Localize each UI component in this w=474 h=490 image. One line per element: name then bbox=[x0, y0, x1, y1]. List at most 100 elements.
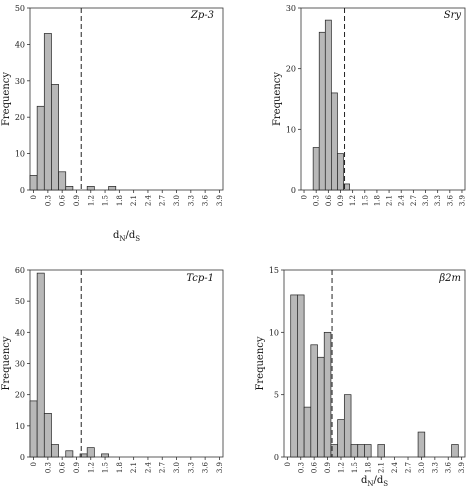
y-tick-label: 0 bbox=[291, 186, 296, 195]
histogram-bar bbox=[331, 92, 338, 191]
x-tick-label: 3.9 bbox=[458, 195, 466, 206]
y-tick-label: 20 bbox=[15, 113, 25, 122]
x-tick-label: 3.0 bbox=[418, 462, 426, 473]
histogram-bar bbox=[318, 31, 326, 191]
x-tick-label: 1.5 bbox=[102, 462, 110, 473]
x-tick-label: 0.3 bbox=[313, 195, 321, 206]
y-tick-label: 30 bbox=[15, 360, 25, 369]
gene-label: Tcp-1 bbox=[186, 273, 214, 284]
histogram-bar bbox=[343, 394, 352, 458]
histogram-bar bbox=[51, 444, 59, 458]
histogram-bar bbox=[297, 294, 305, 458]
x-tick-label: 1.8 bbox=[116, 462, 124, 473]
y-tick-label: 30 bbox=[286, 4, 296, 13]
y-tick-label: 20 bbox=[286, 65, 296, 74]
x-tick-label: 2.4 bbox=[391, 461, 399, 473]
x-tick-label: 3.9 bbox=[216, 462, 224, 473]
histogram-bar bbox=[43, 413, 52, 458]
x-tick-label: 1.2 bbox=[87, 195, 95, 206]
histogram-bar bbox=[417, 431, 426, 458]
x-tick-label: 3.3 bbox=[187, 195, 195, 206]
gene-label: Zp-3 bbox=[190, 10, 214, 21]
histogram-bar bbox=[290, 294, 298, 458]
x-tick-label: 3.3 bbox=[434, 195, 442, 206]
x-tick-label: 0.6 bbox=[59, 194, 67, 206]
x-tick-label: 0.3 bbox=[44, 462, 52, 473]
x-tick-label: 3.6 bbox=[445, 461, 453, 473]
histogram-bar bbox=[343, 183, 350, 191]
histogram-bar bbox=[364, 444, 372, 458]
x-tick-label: 1.8 bbox=[373, 195, 381, 206]
gene-label: Sry bbox=[444, 10, 462, 21]
y-tick-label: 10 bbox=[15, 150, 25, 159]
x-tick-label: 3.6 bbox=[202, 461, 210, 473]
chart-panel-1: 0 10 20 30 40 50 0 0.3 0.6 0.9 1.2 1.5 1.8 2.1 2.4 2.7 3… bbox=[1, 4, 224, 243]
chart-panel-4: 0 5 10 15 0 0.3 0.6 0.9 1.2 1.5 1.8 2.1 2.4 2.7 3.0 3.3… bbox=[255, 266, 466, 488]
x-tick-label: 0.6 bbox=[59, 461, 67, 473]
x-tick-label: 1.5 bbox=[102, 195, 110, 206]
x-tick-label: 3.9 bbox=[458, 462, 466, 473]
x-tick-label: 3.9 bbox=[216, 195, 224, 206]
histogram-bar bbox=[324, 19, 332, 191]
histogram-bar bbox=[65, 450, 74, 458]
histogram-bar bbox=[337, 153, 344, 191]
y-tick-label: 10 bbox=[286, 125, 296, 134]
y-tick-label: 40 bbox=[15, 40, 25, 49]
x-tick-label: 0 bbox=[30, 195, 38, 199]
x-tick-label: 0.9 bbox=[337, 195, 345, 206]
x-tick-label: 2.7 bbox=[410, 195, 418, 206]
x-tick-label: 0 bbox=[301, 195, 309, 199]
x-tick-label: 2.7 bbox=[159, 195, 167, 206]
x-tick-label: 1.5 bbox=[351, 462, 359, 473]
x-tick-label: 2.7 bbox=[405, 462, 413, 473]
chart-panel-2: 0 10 20 30 0 0.3 0.6 0.9 1.2 1.5 1.8 2.1 2.4 2.7 3.0 3.… bbox=[272, 4, 466, 206]
y-tick-label: 15 bbox=[269, 266, 279, 275]
gene-label: β2m bbox=[438, 273, 461, 284]
y-tick-label: 50 bbox=[15, 297, 25, 306]
x-tick-label: 0.9 bbox=[73, 195, 81, 206]
chart-panel-3: 0 10 20 30 40 50 60 0 0.3 0.6 0.9 1.2 1.5 1.8 2.1 2.4 2.… bbox=[1, 266, 224, 473]
histogram-bar bbox=[29, 175, 38, 191]
histogram-bar bbox=[86, 447, 95, 458]
plot-frame bbox=[300, 7, 466, 191]
x-tick-label: 2.1 bbox=[378, 462, 386, 473]
x-tick-label: 3.0 bbox=[173, 462, 181, 473]
y-tick-label: 0 bbox=[20, 453, 25, 462]
histogram-bar bbox=[51, 84, 59, 191]
histogram-bar bbox=[350, 444, 359, 458]
x-tick-label: 2.7 bbox=[159, 462, 167, 473]
histogram-bar bbox=[101, 453, 109, 458]
x-tick-label: 1.2 bbox=[87, 462, 95, 473]
y-tick-label: 60 bbox=[15, 266, 25, 275]
x-tick-label: 2.1 bbox=[386, 195, 394, 206]
histogram-bar bbox=[337, 419, 345, 458]
histogram-bar bbox=[303, 406, 312, 458]
x-tick-label: 0 bbox=[30, 462, 38, 466]
x-tick-label: 0.3 bbox=[297, 462, 305, 473]
y-tick-label: 40 bbox=[15, 328, 25, 337]
x-tick-label: 2.1 bbox=[130, 195, 138, 206]
y-tick-label: 0 bbox=[20, 186, 25, 195]
histogram-bar bbox=[43, 33, 52, 191]
x-axis-label: dN/dS bbox=[113, 230, 140, 243]
y-tick-label: 50 bbox=[15, 4, 25, 13]
histogram-bar bbox=[36, 272, 45, 458]
x-tick-label: 0.9 bbox=[324, 462, 332, 473]
x-tick-label: 3.6 bbox=[446, 194, 454, 206]
y-tick-label: 0 bbox=[274, 453, 279, 462]
x-tick-label: 2.1 bbox=[130, 462, 138, 473]
y-axis-label: Frequency bbox=[1, 72, 12, 126]
histogram-bar bbox=[377, 444, 385, 458]
histogram-bar bbox=[58, 171, 67, 191]
histogram-bar bbox=[357, 444, 365, 458]
x-tick-label: 0.9 bbox=[73, 462, 81, 473]
plot-frame bbox=[29, 7, 224, 191]
x-tick-label: 3.3 bbox=[431, 462, 439, 473]
histogram-bar bbox=[29, 400, 38, 458]
x-tick-label: 2.4 bbox=[398, 194, 406, 206]
x-tick-label: 0.6 bbox=[311, 461, 319, 473]
histogram-bar bbox=[108, 186, 117, 191]
y-tick-label: 10 bbox=[269, 328, 279, 337]
histogram-bar bbox=[310, 344, 318, 458]
histogram-bar bbox=[312, 147, 320, 191]
